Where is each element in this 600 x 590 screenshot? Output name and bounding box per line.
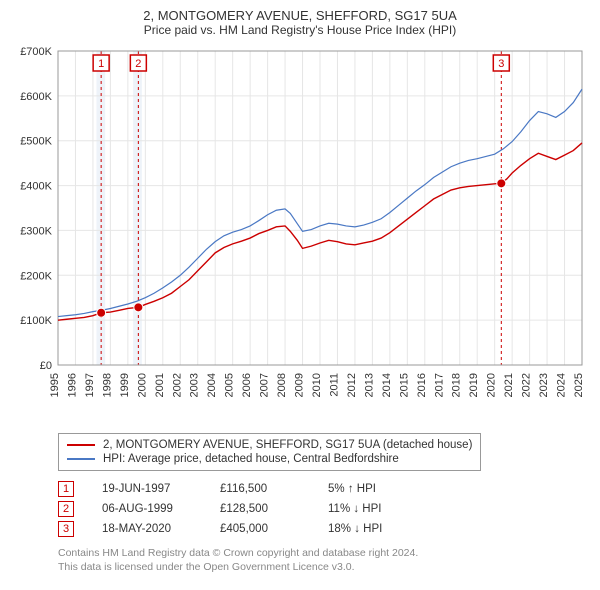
svg-text:2013: 2013 — [363, 373, 375, 397]
svg-text:2018: 2018 — [451, 373, 463, 397]
event-price-1: £116,500 — [220, 483, 300, 495]
svg-text:1: 1 — [98, 58, 104, 70]
svg-text:2025: 2025 — [573, 373, 585, 397]
svg-text:1996: 1996 — [66, 373, 78, 397]
event-row-3: 3 18-MAY-2020 £405,000 18% ↓ HPI — [58, 519, 592, 539]
svg-text:2020: 2020 — [486, 373, 498, 397]
svg-text:2017: 2017 — [433, 373, 445, 397]
svg-text:2005: 2005 — [224, 373, 236, 397]
legend-swatch-2 — [67, 458, 95, 460]
event-marker-2: 2 — [58, 501, 74, 517]
svg-text:3: 3 — [498, 58, 504, 70]
svg-text:2010: 2010 — [311, 373, 323, 397]
event-marker-3: 3 — [58, 521, 74, 537]
svg-text:2023: 2023 — [538, 373, 550, 397]
svg-text:£700K: £700K — [20, 46, 52, 58]
event-row-2: 2 06-AUG-1999 £128,500 11% ↓ HPI — [58, 499, 592, 519]
footer-line-1: Contains HM Land Registry data © Crown c… — [58, 547, 592, 561]
svg-text:£200K: £200K — [20, 270, 52, 282]
svg-text:2022: 2022 — [521, 373, 533, 397]
legend: 2, MONTGOMERY AVENUE, SHEFFORD, SG17 5UA… — [58, 433, 481, 471]
svg-text:2016: 2016 — [416, 373, 428, 397]
svg-text:£0: £0 — [40, 360, 52, 372]
svg-text:2021: 2021 — [503, 373, 515, 397]
svg-text:2012: 2012 — [346, 373, 358, 397]
svg-text:2011: 2011 — [328, 373, 340, 397]
svg-text:2009: 2009 — [294, 373, 306, 397]
event-date-3: 18-MAY-2020 — [102, 523, 192, 535]
legend-label-2: HPI: Average price, detached house, Cent… — [103, 453, 399, 465]
svg-text:2: 2 — [135, 58, 141, 70]
svg-text:2024: 2024 — [556, 373, 568, 397]
svg-text:2015: 2015 — [398, 373, 410, 397]
chart-subtitle: Price paid vs. HM Land Registry's House … — [8, 23, 592, 37]
svg-text:1995: 1995 — [49, 373, 61, 397]
svg-text:2004: 2004 — [206, 373, 218, 397]
event-price-2: £128,500 — [220, 503, 300, 515]
footer: Contains HM Land Registry data © Crown c… — [58, 547, 592, 574]
line-chart-svg: £0 £100K £200K £300K £400K £500K £600K £700K 199… — [8, 45, 592, 425]
svg-text:1999: 1999 — [119, 373, 131, 397]
legend-row-series1: 2, MONTGOMERY AVENUE, SHEFFORD, SG17 5UA… — [67, 438, 472, 452]
event-delta-1: 5% ↑ HPI — [328, 483, 438, 495]
legend-label-1: 2, MONTGOMERY AVENUE, SHEFFORD, SG17 5UA… — [103, 439, 472, 451]
legend-row-series2: HPI: Average price, detached house, Cent… — [67, 452, 472, 466]
event-row-1: 1 19-JUN-1997 £116,500 5% ↑ HPI — [58, 479, 592, 499]
svg-text:£400K: £400K — [20, 181, 52, 193]
svg-text:1998: 1998 — [101, 373, 113, 397]
svg-text:£500K: £500K — [20, 136, 52, 148]
chart-area: £0 £100K £200K £300K £400K £500K £600K £700K 199… — [8, 45, 592, 425]
event-price-3: £405,000 — [220, 523, 300, 535]
svg-text:2019: 2019 — [468, 373, 480, 397]
chart-title: 2, MONTGOMERY AVENUE, SHEFFORD, SG17 5UA — [8, 8, 592, 23]
svg-text:2014: 2014 — [381, 373, 393, 397]
svg-text:2008: 2008 — [276, 373, 288, 397]
svg-text:£600K: £600K — [20, 91, 52, 103]
event-delta-2: 11% ↓ HPI — [328, 503, 438, 515]
event-date-1: 19-JUN-1997 — [102, 483, 192, 495]
svg-text:2002: 2002 — [171, 373, 183, 397]
event-delta-3: 18% ↓ HPI — [328, 523, 438, 535]
svg-text:£100K: £100K — [20, 315, 52, 327]
event-date-2: 06-AUG-1999 — [102, 503, 192, 515]
svg-text:2001: 2001 — [154, 373, 166, 397]
event-list: 1 19-JUN-1997 £116,500 5% ↑ HPI 2 06-AUG… — [58, 479, 592, 539]
event-marker-1: 1 — [58, 481, 74, 497]
footer-line-2: This data is licensed under the Open Gov… — [58, 561, 592, 575]
svg-text:£300K: £300K — [20, 225, 52, 237]
svg-text:2003: 2003 — [189, 373, 201, 397]
svg-text:1997: 1997 — [84, 373, 96, 397]
svg-text:2007: 2007 — [259, 373, 271, 397]
svg-text:2006: 2006 — [241, 373, 253, 397]
legend-swatch-1 — [67, 444, 95, 446]
svg-text:2000: 2000 — [136, 373, 148, 397]
